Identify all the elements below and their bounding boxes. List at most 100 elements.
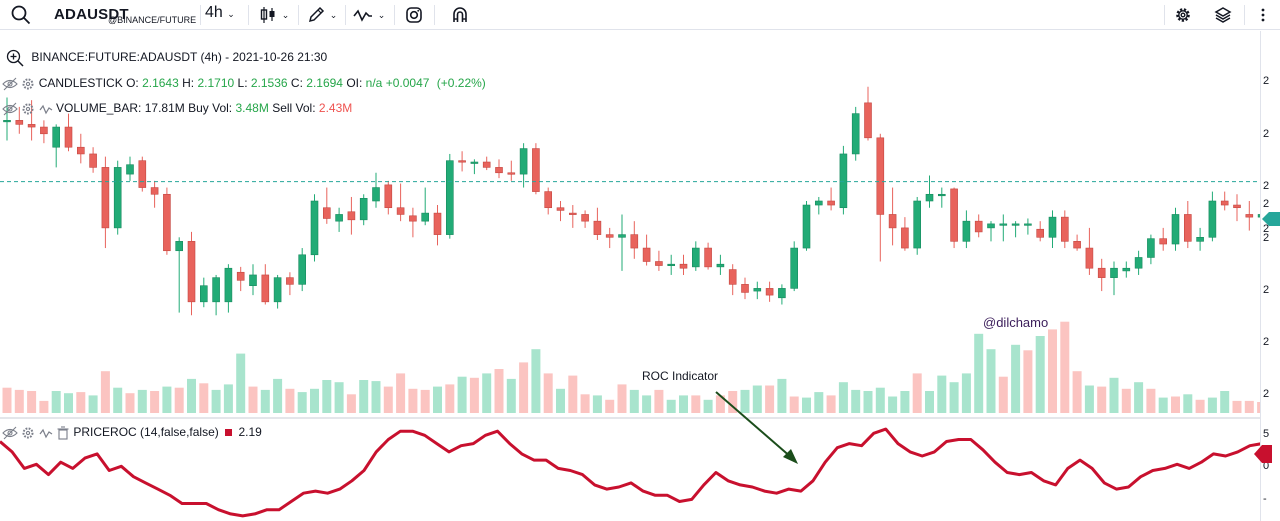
oi-value: n/a xyxy=(365,76,383,90)
more-menu-button[interactable] xyxy=(1256,0,1270,30)
candle-body xyxy=(495,167,503,174)
candle-body xyxy=(888,214,897,229)
roc-value-marker xyxy=(1254,445,1272,463)
price-scale[interactable] xyxy=(1260,31,1280,521)
symbol-search-button[interactable] xyxy=(6,0,36,30)
snapshot-button[interactable] xyxy=(400,0,428,30)
volume-bar xyxy=(223,384,233,413)
chevron-down-icon: ⌄ xyxy=(281,9,290,20)
magnet-button[interactable] xyxy=(446,0,474,30)
candle-body xyxy=(753,288,762,292)
volume-bar xyxy=(248,386,258,413)
volume-bar xyxy=(642,395,652,413)
candle-body xyxy=(27,124,36,128)
trash-icon[interactable] xyxy=(56,426,70,440)
volume-bar xyxy=(654,389,664,413)
interval-button[interactable]: 4h ⌄ xyxy=(205,4,235,22)
volume-bar xyxy=(851,389,861,413)
candle-body xyxy=(802,204,811,249)
volume-bar xyxy=(925,391,934,413)
open-value: 2.1643 xyxy=(142,76,179,90)
volume-bar xyxy=(236,353,246,413)
candle-body xyxy=(728,269,737,285)
volume-bar xyxy=(826,395,836,413)
candle-body xyxy=(962,220,971,242)
pencil-icon xyxy=(308,6,324,23)
volume-bar xyxy=(408,388,418,413)
chevron-down-icon: ⌄ xyxy=(377,9,386,20)
candle-body xyxy=(372,187,380,202)
volume-bar xyxy=(580,394,590,413)
candle-body xyxy=(261,274,270,303)
candle-body xyxy=(999,223,1008,226)
candle-body xyxy=(409,215,417,222)
drawing-tools-button[interactable]: ⌄ xyxy=(302,0,342,30)
volume-bar xyxy=(802,397,811,413)
candle-body xyxy=(987,223,995,229)
volume-bar xyxy=(715,395,725,413)
volume-bar xyxy=(150,391,160,413)
eye-hidden-icon[interactable] xyxy=(2,426,18,440)
eye-hidden-icon[interactable] xyxy=(2,102,18,116)
volume-bar xyxy=(482,373,492,413)
chart-canvas[interactable] xyxy=(0,31,1260,521)
candle-body xyxy=(974,220,983,233)
candle-body xyxy=(77,146,85,155)
candle-body xyxy=(212,277,220,303)
candle-body xyxy=(778,288,786,299)
roc-annotation-arrow xyxy=(715,391,798,464)
volume-bar xyxy=(199,383,209,413)
gear-icon[interactable] xyxy=(21,102,35,116)
volume-bar xyxy=(777,378,787,413)
candle-body xyxy=(716,263,725,268)
layers-button[interactable] xyxy=(1210,0,1236,30)
interval-label: 4h xyxy=(205,4,223,21)
volume-bar xyxy=(1257,402,1260,413)
candle-body xyxy=(1061,216,1069,242)
settings-button[interactable] xyxy=(1170,0,1196,30)
eye-hidden-icon[interactable] xyxy=(2,77,18,91)
gear-icon[interactable] xyxy=(21,426,35,440)
volume-bar xyxy=(1011,344,1021,413)
volume-bar xyxy=(888,396,898,413)
candle-body xyxy=(618,234,626,238)
candle-body xyxy=(1220,200,1229,206)
chevron-down-icon: ⌄ xyxy=(329,9,338,20)
candle-body xyxy=(741,284,749,293)
candle-body xyxy=(1073,241,1081,249)
camera-icon xyxy=(406,7,422,23)
price-tick: 2 xyxy=(1263,180,1270,192)
candle-body xyxy=(175,241,183,252)
volume-bar xyxy=(1097,386,1107,413)
volume-bar xyxy=(875,387,885,413)
high-value: 2.1710 xyxy=(197,76,235,90)
magnet-icon xyxy=(453,7,467,22)
gear-icon[interactable] xyxy=(21,77,35,91)
volume-bar xyxy=(666,399,676,413)
candle-body xyxy=(1233,204,1241,209)
volume-bar xyxy=(740,389,750,413)
volume-bar xyxy=(519,362,529,413)
volume-bar xyxy=(1035,336,1045,413)
price-tick: 2 xyxy=(1263,388,1270,400)
candle-body xyxy=(126,164,134,175)
zoom-in-icon[interactable] xyxy=(6,49,24,67)
indicators-button[interactable]: ⌄ xyxy=(348,0,390,30)
symbol-name[interactable]: ADAUSDT xyxy=(54,6,129,23)
candle-body xyxy=(1024,223,1032,226)
volume-bar xyxy=(64,393,73,413)
candle-body xyxy=(1257,214,1260,218)
candle-body xyxy=(667,263,676,266)
volume-bar xyxy=(974,333,984,413)
candle-body xyxy=(532,148,540,192)
indicator-wave-icon xyxy=(39,104,53,115)
volume-bar xyxy=(187,378,196,413)
candle-body xyxy=(605,234,614,238)
buy-volume: 3.48M xyxy=(235,101,269,115)
candle-body xyxy=(544,191,553,209)
candlestick-icon xyxy=(260,7,275,23)
price-tick: 2 xyxy=(1263,128,1270,140)
volume-bar xyxy=(285,388,295,413)
chart-type-button[interactable]: ⌄ xyxy=(254,0,294,30)
candle-body xyxy=(1011,223,1020,226)
